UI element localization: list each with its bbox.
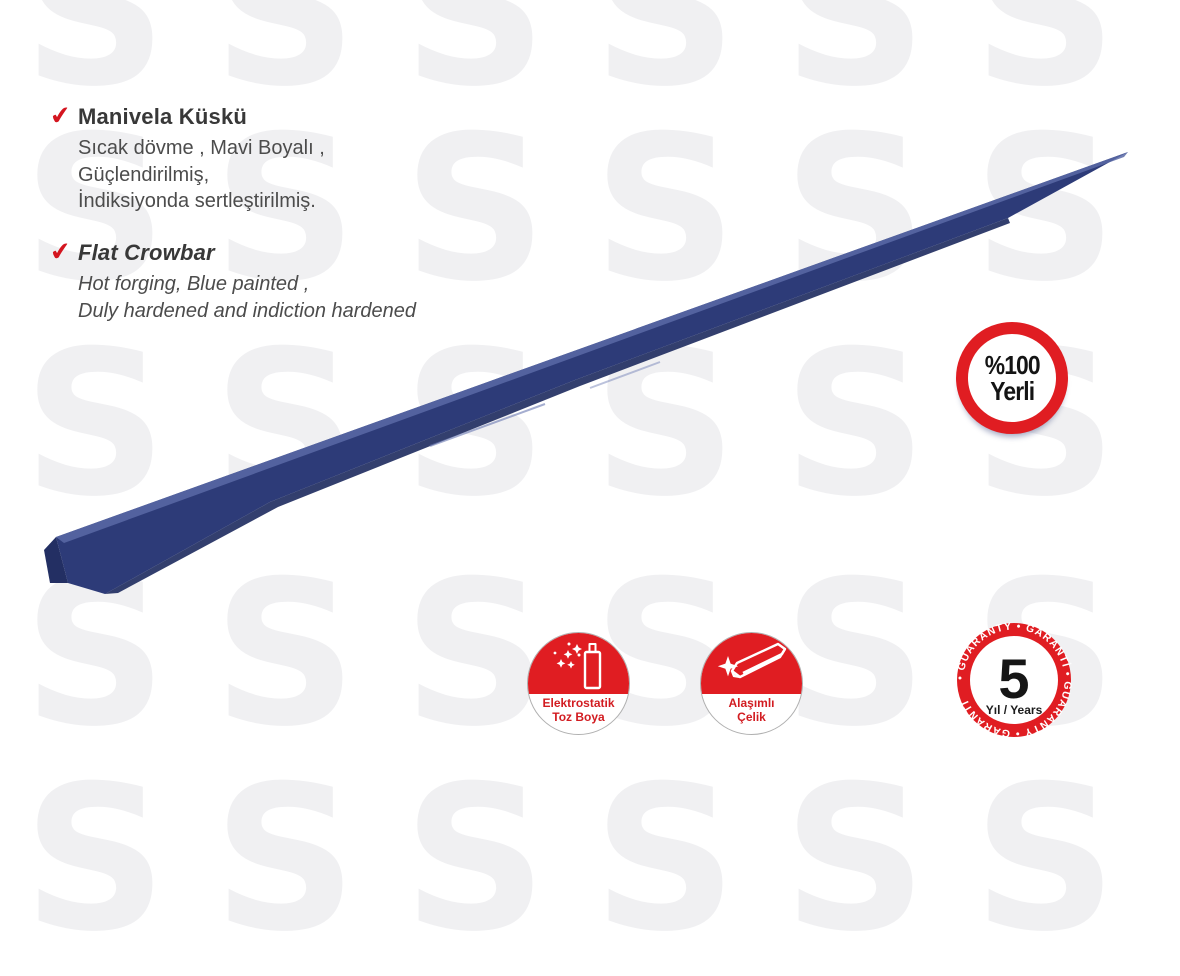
crowbar-body: [56, 152, 1128, 594]
product-title-row-en: ✔ Flat Crowbar: [48, 235, 416, 268]
checkmark-icon: ✔: [48, 235, 73, 268]
guarantee-number: 5: [998, 647, 1029, 710]
watermark-s-glyph: S: [782, 308, 928, 541]
guarantee-badge: • GUARANTY • GARANTİ • GUARANTY • GARANT…: [955, 621, 1073, 739]
product-info-en: ✔ Flat Crowbar Hot forging, Blue painted…: [48, 235, 416, 324]
product-title-row-tr: ✔ Manivela Küskü: [48, 99, 325, 132]
product-desc-en-line1: Hot forging, Blue painted ,: [78, 273, 310, 295]
watermark-s-glyph: S: [22, 93, 168, 326]
watermark-s-glyph: S: [782, 538, 928, 771]
product-desc-tr-line3: İndiksiyonda sertleştirilmiş.: [78, 190, 316, 212]
watermark-s-glyph: S: [782, 0, 928, 131]
product-showcase: SSSSSSSSSSSSSSSSSSSSSSSSSSSSSS ✔ Manivel…: [22, 0, 1128, 960]
product-desc-en: Hot forging, Blue painted , Duly hardene…: [78, 271, 416, 324]
guarantee-center: [970, 636, 1058, 724]
spray-can-icon: [553, 642, 601, 690]
watermark-s-glyph: S: [212, 0, 358, 131]
watermark-s-glyph: S: [212, 93, 358, 326]
coating-badge: Elektrostatik Toz Boya: [527, 632, 630, 735]
steel-badge-caption: Alaşımlı Çelik: [701, 696, 802, 724]
crowbar-reflection: [589, 361, 661, 389]
crowbar-reflection: [429, 403, 546, 447]
yerli-badge-line1: %100: [984, 350, 1041, 380]
watermark-s-glyph: S: [22, 308, 168, 541]
coating-badge-caption-line1: Elektrostatik: [542, 696, 615, 710]
watermark-s-glyph: S: [592, 93, 738, 326]
product-desc-en-line2: Duly hardened and indiction hardened: [78, 299, 417, 322]
yerli-badge: %100 Yerli: [956, 322, 1068, 434]
steel-badge: Alaşımlı Çelik: [700, 632, 803, 735]
coating-badge-red-area: [528, 633, 629, 694]
yerli-badge-text: %100 Yerli: [984, 350, 1041, 406]
watermark-s-glyph: S: [972, 0, 1118, 131]
crowbar-image: [44, 152, 1128, 594]
product-desc-tr-line1: Sıcak dövme , Mavi Boyalı ,: [78, 137, 325, 159]
watermark-s-glyph: S: [402, 0, 548, 131]
checkmark-icon: ✔: [48, 99, 73, 132]
watermark-s-glyph: S: [22, 0, 168, 131]
product-title-tr: Manivela Küskü: [77, 104, 248, 129]
crowbar-end-face: [44, 537, 68, 583]
watermark-s-glyph: S: [212, 538, 358, 771]
coating-badge-caption-line2: Toz Boya: [552, 709, 605, 724]
yerli-badge-line2: Yerli: [990, 376, 1035, 406]
product-info-tr: ✔ Manivela Küskü Sıcak dövme , Mavi Boya…: [48, 99, 325, 215]
crowbar-shadow-edge: [105, 218, 1010, 594]
crowbar-highlight: [56, 152, 1128, 543]
product-desc-tr-line2: Güçlendirilmiş,: [78, 163, 210, 186]
steel-badge-caption-line2: Çelik: [737, 709, 766, 724]
guarantee-caption: Yıl / Years: [986, 703, 1043, 717]
watermark-s-glyph: S: [402, 93, 548, 326]
coating-badge-caption: Elektrostatik Toz Boya: [528, 696, 629, 724]
product-title-en: Flat Crowbar: [77, 240, 215, 265]
steel-badge-red-area: [701, 633, 802, 694]
watermark-s-glyph: S: [592, 0, 738, 131]
product-desc-tr: Sıcak dövme , Mavi Boyalı , Güçlendirilm…: [78, 135, 325, 215]
watermark-s-glyph: S: [402, 538, 548, 771]
steel-ingot-icon: [717, 642, 786, 679]
steel-badge-caption-line1: Alaşımlı: [728, 696, 775, 710]
